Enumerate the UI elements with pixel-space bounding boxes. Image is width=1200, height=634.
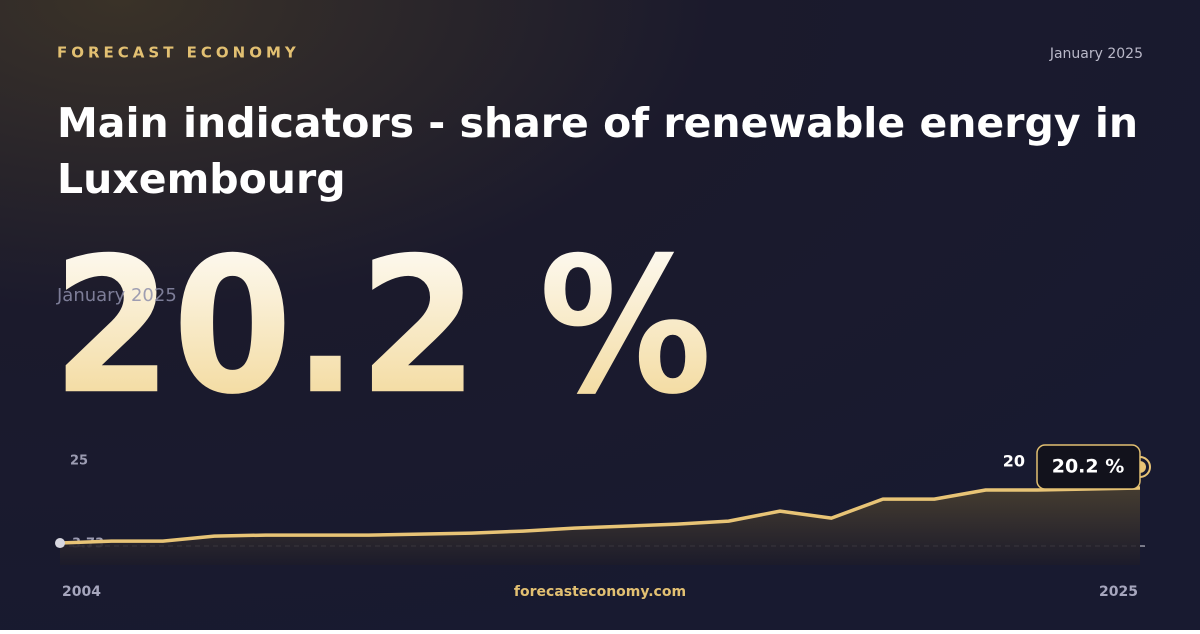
value-badge-label: 20.2 % bbox=[1052, 456, 1125, 478]
site: forecasteconomy.com bbox=[514, 584, 686, 600]
chart-title: Main indicators - share of renewable ene… bbox=[57, 99, 1138, 203]
date: January 2025 bbox=[1049, 46, 1143, 62]
value-badge bbox=[1036, 444, 1141, 490]
plot: 3.73252004202520.2 %20 bbox=[55, 444, 1151, 600]
line bbox=[59, 486, 1141, 545]
headline-date: January 2025 bbox=[56, 285, 177, 306]
x-tick-label: 2004 bbox=[62, 584, 101, 600]
brand: FORECAST ECONOMY bbox=[57, 44, 300, 62]
start-point bbox=[55, 538, 65, 549]
y-tick-label: 25 bbox=[70, 454, 88, 469]
reference-label: 20 bbox=[1003, 452, 1025, 471]
x-tick-label: 2025 bbox=[1099, 584, 1138, 600]
area bbox=[60, 488, 1140, 565]
headline-value: 20.2 % bbox=[52, 217, 712, 436]
